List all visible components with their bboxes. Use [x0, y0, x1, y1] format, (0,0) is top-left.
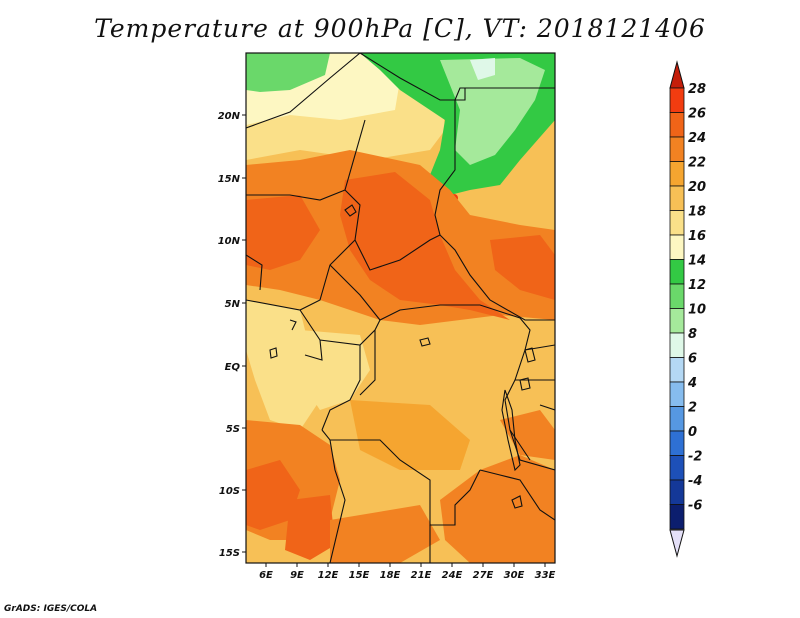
colorbar-label: 12: [688, 278, 706, 293]
colorbar-label: 0: [688, 425, 697, 440]
colorbar-swatch: [669, 112, 685, 138]
colorbar-label: -2: [688, 450, 702, 465]
colorbar-swatch: [669, 259, 685, 285]
lat-label: 5N: [225, 299, 241, 310]
colorbar-swatch: [669, 381, 685, 407]
lon-label: 21E: [411, 570, 432, 581]
field-22-24-south: [330, 505, 440, 563]
lat-label: 5S: [226, 424, 240, 435]
temperature-field: [246, 53, 555, 563]
lat-label: 20N: [218, 111, 241, 122]
colorbar-label: 28: [688, 82, 706, 97]
colorbar-swatch: [669, 136, 685, 162]
colorbar-swatch: [669, 161, 685, 187]
colorbar-swatch: [669, 479, 685, 505]
field-10-12-ne: [470, 58, 495, 80]
lon-label: 27E: [473, 570, 494, 581]
lon-label: 15E: [349, 570, 370, 581]
field-24-26-east: [490, 235, 555, 300]
lat-label: 15S: [219, 548, 240, 559]
field-14-16-nw: [246, 53, 330, 92]
lon-label: 24E: [442, 570, 463, 581]
colorbar-swatch: [669, 283, 685, 309]
colorbar-swatch: [669, 87, 685, 113]
field-24-26-core: [340, 172, 510, 320]
colorbar-label: 8: [688, 327, 697, 342]
colorbar-label: 18: [688, 205, 706, 220]
colorbar-top-arrow: [669, 60, 685, 89]
colorbar-label: 20: [688, 180, 706, 195]
colorbar-bottom-arrow: [669, 529, 685, 558]
colorbar-swatch: [669, 185, 685, 211]
colorbar-label: 6: [688, 352, 697, 367]
lat-label: 10S: [219, 486, 240, 497]
colorbar-swatch: [669, 406, 685, 432]
colorbar-swatch: [669, 234, 685, 260]
lon-axis: 6E 9E 12E 15E 18E 21E 24E 27E 30E 33E: [259, 563, 556, 581]
field-20-22-congo: [350, 400, 470, 470]
colorbar-swatch: [669, 210, 685, 236]
colorbar-label: 22: [688, 156, 706, 171]
lon-label: 30E: [504, 570, 525, 581]
country-borders: [246, 53, 555, 563]
lakes: [269, 204, 536, 509]
colorbar-label: 4: [687, 376, 697, 391]
colorbar-label: 14: [688, 254, 706, 269]
lon-label: 6E: [259, 570, 273, 581]
lon-label: 9E: [290, 570, 304, 581]
lon-label: 18E: [380, 570, 401, 581]
colorbar-swatch: [669, 504, 685, 530]
colorbar-swatch: [669, 332, 685, 358]
credit-text: GrADS: IGES/COLA: [4, 604, 98, 614]
colorbar-swatch: [669, 430, 685, 456]
field-24-26-west: [246, 195, 320, 270]
field-24-26-south: [285, 495, 335, 560]
colorbar-label: 10: [688, 303, 706, 318]
field-22-24-se: [440, 455, 555, 563]
lat-axis: 20N 15N 10N 5N EQ 5S 10S 15S: [218, 111, 246, 559]
field-24-26-sw: [246, 460, 300, 530]
colorbar-swatch: [669, 308, 685, 334]
lon-label: 12E: [318, 570, 339, 581]
lat-label: EQ: [225, 362, 241, 373]
chart-title: Temperature at 900hPa [C], VT: 201812140…: [94, 14, 706, 43]
field-18-20-gabon: [300, 330, 370, 410]
field-12-14-ne: [440, 58, 545, 165]
colorbar-label: 2: [688, 401, 697, 416]
colorbar-label: 24: [688, 131, 706, 146]
map-frame: [245, 52, 556, 564]
lon-label: 33E: [535, 570, 556, 581]
colorbar-label: -6: [688, 499, 702, 514]
colorbar-swatch: [669, 357, 685, 383]
colorbar-swatch: [669, 455, 685, 481]
colorbar-label: -4: [688, 474, 702, 489]
lat-label: 15N: [218, 174, 241, 185]
lat-label: 10N: [218, 236, 241, 247]
colorbar-label: 16: [688, 229, 706, 244]
colorbar-label: 26: [688, 107, 706, 122]
